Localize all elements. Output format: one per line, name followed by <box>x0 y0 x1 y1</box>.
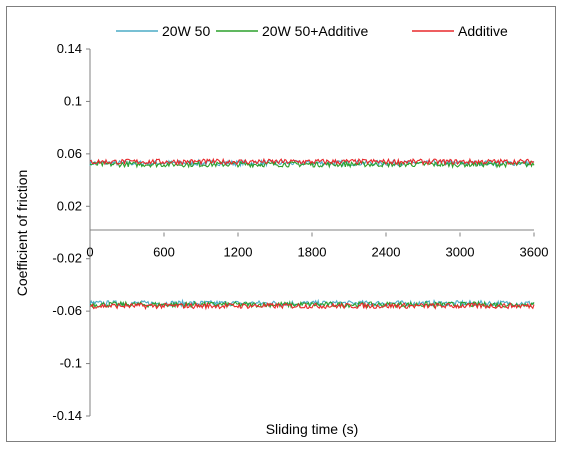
legend-label-additive: Additive <box>458 23 508 39</box>
series-line-20w-50-additive-positive <box>89 159 535 169</box>
y-axis-title: Coefficient of friction <box>14 170 30 297</box>
legend: 20W 50 20W 50+Additive Additive <box>116 23 508 39</box>
y-tick-label: -0.1 <box>60 356 82 371</box>
y-tick-label: 0.1 <box>64 93 82 108</box>
x-tick-label: 3600 <box>520 245 549 260</box>
y-tick-label: -0.02 <box>52 251 82 266</box>
y-tick-label: 0.02 <box>57 198 82 213</box>
legend-label-20w50-additive: 20W 50+Additive <box>262 23 368 39</box>
legend-label-20w50: 20W 50 <box>162 23 210 39</box>
x-tick-label: 600 <box>153 245 175 260</box>
y-tick-label: -0.14 <box>52 408 82 423</box>
y-tick-label: -0.06 <box>52 303 82 318</box>
y-ticks: 0.14 0.1 0.06 0.02 -0.02 -0.06 -0.1 -0.14 <box>52 41 90 423</box>
x-tick-label: 1800 <box>298 245 327 260</box>
series-line-additive-positive <box>89 157 535 167</box>
x-axis-title: Sliding time (s) <box>266 421 359 437</box>
series-layer <box>89 157 535 311</box>
chart-frame <box>6 6 556 442</box>
x-tick-label: 2400 <box>372 245 401 260</box>
x-tick-label: 1200 <box>224 245 253 260</box>
y-tick-label: 0.06 <box>57 146 82 161</box>
y-tick-label: 0.14 <box>57 41 82 56</box>
x-tick-label: 0 <box>86 245 93 260</box>
series-line-additive-negative <box>89 301 535 311</box>
x-tick-label: 3000 <box>446 245 475 260</box>
x-ticks: 0 600 1200 1800 2400 3000 3600 <box>86 232 549 260</box>
